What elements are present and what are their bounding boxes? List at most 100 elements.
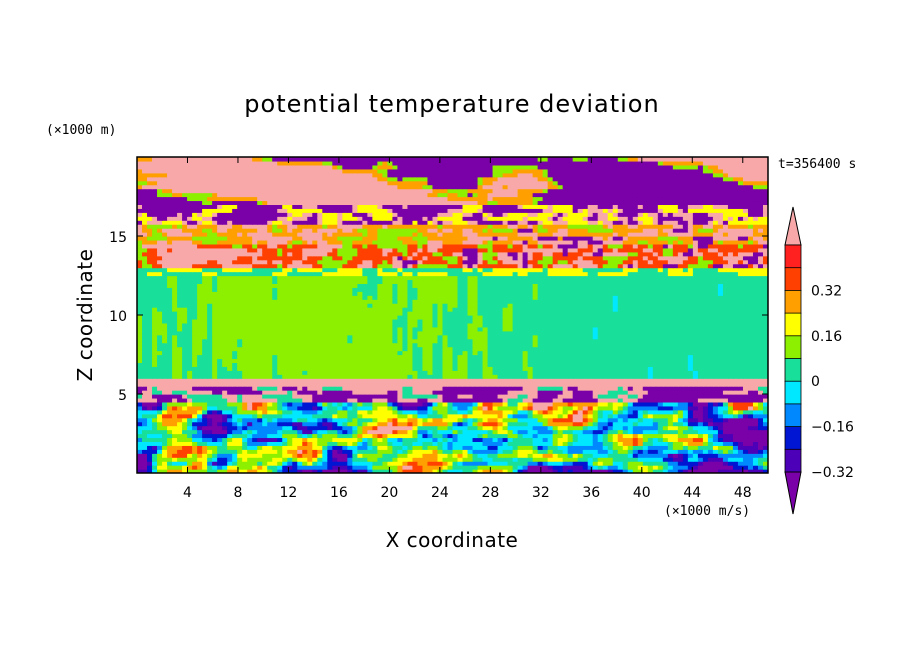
field-cell bbox=[442, 346, 449, 352]
field-cell bbox=[152, 437, 158, 442]
field-cell bbox=[187, 315, 193, 320]
field-cell bbox=[332, 441, 338, 446]
field-cell bbox=[697, 362, 704, 367]
field-cell bbox=[142, 425, 148, 431]
field-cell bbox=[382, 342, 388, 348]
field-cell bbox=[302, 425, 308, 431]
field-cell bbox=[212, 315, 218, 320]
field-cell bbox=[192, 441, 198, 446]
field-cell bbox=[502, 405, 509, 411]
field-cell bbox=[287, 386, 293, 391]
field-cell bbox=[167, 397, 173, 403]
field-cell bbox=[607, 362, 614, 367]
field-cell bbox=[342, 318, 348, 324]
field-cell bbox=[572, 445, 579, 450]
field-cell bbox=[182, 409, 188, 415]
field-cell bbox=[147, 322, 153, 328]
field-cell bbox=[452, 417, 459, 423]
field-cell bbox=[422, 425, 429, 431]
field-cell bbox=[532, 362, 539, 367]
field-cell bbox=[247, 437, 253, 442]
field-cell bbox=[752, 461, 759, 466]
field-cell bbox=[677, 445, 684, 450]
field-cell bbox=[607, 382, 614, 387]
field-cell bbox=[732, 469, 739, 473]
field-cell bbox=[327, 334, 333, 340]
field-cell bbox=[262, 382, 268, 387]
field-cell bbox=[287, 449, 293, 454]
field-cell bbox=[157, 441, 163, 446]
field-cell bbox=[577, 421, 584, 427]
field-cell bbox=[757, 354, 764, 360]
field-cell bbox=[417, 322, 424, 328]
field-cell bbox=[742, 370, 749, 375]
field-cell bbox=[232, 342, 238, 348]
field-cell bbox=[207, 401, 213, 407]
field-cell bbox=[727, 465, 734, 470]
field-cell bbox=[332, 465, 338, 470]
field-cell bbox=[272, 330, 278, 336]
field-cell bbox=[537, 330, 544, 336]
field-cell bbox=[722, 441, 729, 446]
field-cell bbox=[252, 358, 258, 363]
field-cell bbox=[687, 382, 694, 387]
field-cell bbox=[557, 382, 564, 387]
field-cell bbox=[632, 350, 639, 356]
field-cell bbox=[397, 453, 404, 458]
field-cell bbox=[527, 354, 534, 360]
field-cell bbox=[247, 413, 253, 419]
field-cell bbox=[377, 350, 383, 356]
field-cell bbox=[222, 453, 228, 458]
field-cell bbox=[447, 401, 454, 407]
field-cell bbox=[182, 374, 188, 379]
field-cell bbox=[367, 338, 373, 344]
field-cell bbox=[502, 334, 509, 340]
field-cell bbox=[182, 469, 188, 473]
field-cell bbox=[367, 409, 373, 415]
field-cell bbox=[217, 457, 223, 462]
field-cell bbox=[462, 465, 469, 470]
field-cell bbox=[487, 382, 494, 387]
field-cell bbox=[707, 366, 714, 371]
field-cell bbox=[692, 425, 699, 431]
field-cell bbox=[477, 322, 484, 328]
field-cell bbox=[422, 382, 429, 387]
field-cell bbox=[157, 465, 163, 470]
field-cell bbox=[742, 433, 749, 439]
field-cell bbox=[217, 469, 223, 473]
field-cell bbox=[417, 326, 424, 332]
field-cell bbox=[427, 370, 434, 375]
field-cell bbox=[257, 354, 263, 360]
field-cell bbox=[652, 350, 659, 356]
field-cell bbox=[432, 366, 439, 371]
field-cell bbox=[462, 338, 469, 344]
field-cell bbox=[707, 342, 714, 348]
field-cell bbox=[452, 405, 459, 411]
field-cell bbox=[747, 342, 754, 348]
field-cell bbox=[722, 433, 729, 439]
field-cell bbox=[142, 378, 148, 383]
field-cell bbox=[597, 394, 604, 399]
field-cell bbox=[442, 334, 449, 340]
field-cell bbox=[297, 346, 303, 352]
field-cell bbox=[227, 322, 233, 328]
field-cell bbox=[607, 445, 614, 450]
field-cell bbox=[567, 366, 574, 371]
field-cell bbox=[752, 370, 759, 375]
field-cell bbox=[607, 449, 614, 454]
field-cell bbox=[317, 437, 323, 442]
field-cell bbox=[687, 445, 694, 450]
field-cell bbox=[172, 425, 178, 431]
field-cell bbox=[472, 417, 479, 423]
field-cell bbox=[457, 342, 464, 348]
field-cell bbox=[322, 338, 328, 344]
field-cell bbox=[202, 417, 208, 423]
field-cell bbox=[557, 445, 564, 450]
field-cell bbox=[332, 405, 338, 411]
field-cell bbox=[477, 358, 484, 363]
field-cell bbox=[732, 334, 739, 340]
field-cell bbox=[377, 425, 383, 431]
field-cell bbox=[307, 354, 313, 360]
field-cell bbox=[332, 433, 338, 439]
field-cell bbox=[532, 390, 539, 395]
